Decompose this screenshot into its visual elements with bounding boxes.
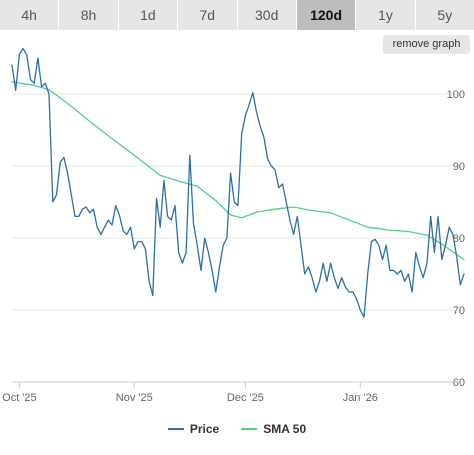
remove-graph-button[interactable]: remove graph [383, 35, 470, 54]
grid-lines [12, 93, 464, 383]
legend-label-price: Price [189, 422, 220, 436]
sma-line-swatch-icon [241, 428, 258, 430]
tab-7d[interactable]: 7d [178, 0, 238, 30]
x-tick-label-3: Jan '26 [343, 392, 378, 404]
price-line [11, 47, 465, 318]
series-lines [11, 47, 465, 318]
x-tick-label-0: Oct '25 [2, 392, 37, 404]
tab-1d[interactable]: 1d [118, 0, 179, 30]
time-range-tabs: 4h 8h 1d 7d 30d 120d 1y 5y [0, 0, 474, 30]
y-axis-ticks: 60 70 80 90 100 [447, 89, 465, 389]
y-tick-label-80: 80 [453, 233, 465, 245]
legend-label-sma-50: SMA 50 [263, 422, 307, 436]
tab-5y[interactable]: 5y [415, 0, 474, 30]
legend-item-sma-50[interactable]: SMA 50 [241, 422, 306, 436]
chart-legend: Price SMA 50 [0, 419, 474, 439]
sma-50-line [11, 81, 465, 261]
legend-item-price[interactable]: Price [167, 422, 220, 436]
tab-4h[interactable]: 4h [0, 0, 60, 30]
y-tick-label-60: 60 [453, 377, 465, 389]
x-tick-label-2: Dec '25 [227, 392, 264, 404]
tab-8h[interactable]: 8h [59, 0, 119, 30]
x-axis-ticks: Oct '25 Nov '25 Dec '25 Jan '26 [2, 382, 378, 404]
y-tick-label-70: 70 [453, 305, 465, 317]
tab-120d[interactable]: 120d [296, 0, 357, 30]
y-tick-label-100: 100 [447, 89, 465, 101]
tab-1y[interactable]: 1y [356, 0, 416, 30]
y-tick-label-90: 90 [453, 161, 465, 173]
price-line-swatch-icon [167, 428, 184, 430]
tab-30d[interactable]: 30d [237, 0, 297, 30]
x-tick-label-1: Nov '25 [116, 392, 153, 404]
